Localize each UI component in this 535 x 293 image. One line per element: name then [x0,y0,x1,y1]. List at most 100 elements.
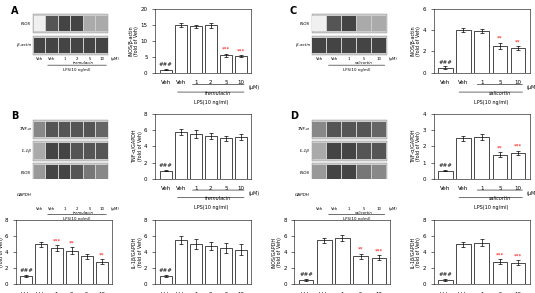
Y-axis label: IL-1β/GAPDH
(fold of Veh): IL-1β/GAPDH (fold of Veh) [410,236,421,268]
Bar [312,187,326,202]
Bar [71,143,83,159]
Bar [47,38,58,53]
Bar [33,36,108,55]
Bar [81,256,93,284]
Text: ###: ### [159,163,173,168]
Text: TNF-α: TNF-α [19,127,32,131]
Y-axis label: iNOS/GAPDH
(fold of Veh): iNOS/GAPDH (fold of Veh) [0,237,4,268]
Bar [353,256,368,284]
Bar [34,38,45,53]
Bar [235,137,247,178]
Bar [174,25,187,73]
Bar [59,165,70,180]
Text: ###: ### [299,272,313,277]
Bar [33,142,108,161]
Bar [34,187,45,202]
Text: 10: 10 [377,57,381,62]
Bar [71,38,83,53]
Text: ***: *** [237,48,245,53]
Bar [357,143,371,159]
Bar [34,143,45,159]
Bar [371,258,386,284]
Bar [327,143,341,159]
Text: 5: 5 [88,207,90,211]
Text: salicortin: salicortin [488,91,511,96]
Bar [357,38,371,53]
Bar [33,14,108,33]
Bar [317,240,332,284]
Bar [312,165,326,180]
Text: LPS(10 ng/ml): LPS(10 ng/ml) [343,68,370,72]
Bar [357,16,371,31]
Text: ###: ### [438,163,452,168]
Bar [190,244,202,284]
Text: **: ** [497,145,502,150]
Text: Veh: Veh [49,57,56,62]
Text: 1: 1 [63,207,66,211]
Bar [71,16,83,31]
Bar [96,122,108,137]
Bar [174,132,187,178]
Bar [59,187,70,202]
Bar [456,244,471,284]
Bar [438,280,453,284]
Bar [59,38,70,53]
Text: GAPDH: GAPDH [17,193,32,197]
Bar [342,165,356,180]
Bar [33,120,108,139]
Bar [220,248,232,284]
Text: salicortin: salicortin [488,197,511,202]
Bar [84,143,95,159]
Bar [342,187,356,202]
Bar [357,187,371,202]
Y-axis label: iNOS/β-actin
(fold of Veh): iNOS/β-actin (fold of Veh) [410,25,421,56]
Bar [205,136,217,178]
Bar [456,139,471,178]
Bar [47,143,58,159]
Bar [511,153,525,178]
Bar [493,46,507,73]
Bar [327,16,341,31]
Text: iNOS: iNOS [300,21,310,25]
Text: Veh: Veh [316,207,323,211]
Bar [312,120,387,139]
Bar [327,38,341,53]
Text: **: ** [69,241,74,246]
Text: Veh: Veh [316,57,323,62]
Bar [312,163,387,182]
Text: ***: *** [496,253,504,258]
Text: salicortin: salicortin [355,211,373,214]
Text: tremulacin: tremulacin [205,197,232,202]
Bar [59,122,70,137]
Text: LPS(10 ng/ml): LPS(10 ng/ml) [194,205,228,210]
Text: **: ** [99,253,104,258]
Text: ***: *** [221,47,230,52]
Text: tremulacin: tremulacin [73,61,94,65]
Bar [47,122,58,137]
Bar [20,276,33,284]
Y-axis label: iNOS/β-actin
(fold of Veh): iNOS/β-actin (fold of Veh) [128,25,139,56]
Bar [372,187,386,202]
Text: LPS(10 ng/ml): LPS(10 ng/ml) [63,217,91,221]
Text: **: ** [358,247,363,252]
Bar [511,263,525,284]
Bar [220,55,232,73]
Bar [475,31,489,73]
Bar [235,250,247,284]
Text: 10: 10 [100,207,104,211]
Bar [71,187,83,202]
Text: ***: *** [52,238,60,243]
Text: LPS(10 ng/ml): LPS(10 ng/ml) [194,100,228,105]
Bar [59,143,70,159]
Bar [335,238,350,284]
Text: salicortin: salicortin [355,61,373,65]
Bar [220,139,232,178]
Text: (μM): (μM) [388,207,398,211]
Text: LPS(10 ng/ml): LPS(10 ng/ml) [63,68,91,72]
Text: B: B [11,111,19,121]
Bar [96,143,108,159]
Text: 1: 1 [348,207,350,211]
Text: 5: 5 [88,57,90,62]
Bar [312,143,326,159]
Bar [438,171,453,178]
